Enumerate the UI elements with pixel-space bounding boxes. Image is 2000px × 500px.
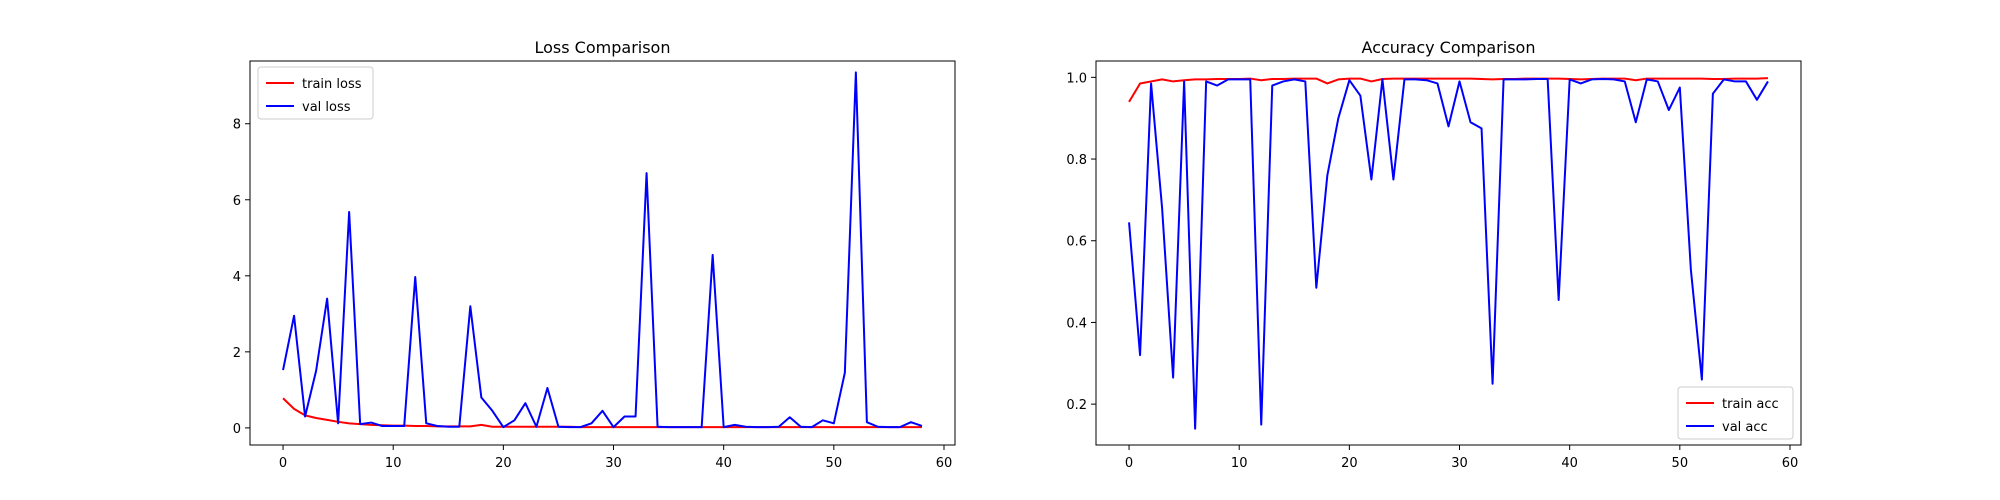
loss-x-tick-label: 10 [385, 456, 402, 471]
train-loss-line [282, 397, 922, 429]
val-loss-legend-label: val loss [302, 100, 351, 115]
loss-chart-title: Loss Comparison [535, 38, 671, 57]
loss-legend: train loss val loss [257, 66, 374, 120]
loss-y-tick-label: 0 [233, 422, 241, 437]
loss-y-tick-label: 4 [233, 270, 241, 285]
accuracy-x-tick-label: 40 [1561, 456, 1578, 471]
accuracy-chart: Accuracy Comparison 0 10 20 30 40 50 60 0.2 0.4 0… [1066, 38, 1802, 471]
loss-chart: Loss Comparison 0 10 20 30 40 50 60 0 2 4 6 8 train … [233, 38, 956, 471]
accuracy-chart-title: Accuracy Comparison [1362, 38, 1536, 57]
loss-y-tick-label: 8 [233, 118, 241, 133]
accuracy-x-tick-label: 60 [1782, 456, 1799, 471]
loss-x-tick-label: 20 [495, 456, 512, 471]
accuracy-legend: train acc val acc [1677, 386, 1794, 440]
loss-plot-frame [249, 60, 956, 446]
accuracy-x-tick-label: 20 [1341, 456, 1358, 471]
val-acc-legend-label: val acc [1722, 420, 1768, 435]
loss-x-tick-label: 0 [279, 456, 287, 471]
accuracy-x-tick-label: 50 [1672, 456, 1689, 471]
train-loss-legend-label: train loss [302, 77, 362, 92]
loss-x-tick-label: 60 [936, 456, 953, 471]
accuracy-x-tick-label: 10 [1231, 456, 1248, 471]
accuracy-plot-frame [1095, 60, 1802, 446]
accuracy-y-tick-label: 0.2 [1066, 398, 1087, 413]
accuracy-x-tick-label: 0 [1125, 456, 1133, 471]
accuracy-y-tick-label: 0.6 [1066, 235, 1087, 250]
accuracy-y-tick-label: 0.8 [1066, 153, 1087, 168]
loss-x-tick-label: 40 [715, 456, 732, 471]
loss-x-tick-label: 50 [826, 456, 843, 471]
val-acc-line [1128, 77, 1769, 430]
accuracy-x-tick-label: 30 [1451, 456, 1468, 471]
loss-y-tick-label: 6 [233, 194, 241, 209]
accuracy-y-tick-label: 1.0 [1066, 71, 1087, 86]
loss-x-tick-label: 30 [605, 456, 622, 471]
accuracy-y-tick-label: 0.4 [1066, 316, 1087, 331]
train-acc-legend-label: train acc [1722, 397, 1779, 412]
loss-y-tick-label: 2 [233, 346, 241, 361]
val-loss-line [282, 71, 923, 429]
